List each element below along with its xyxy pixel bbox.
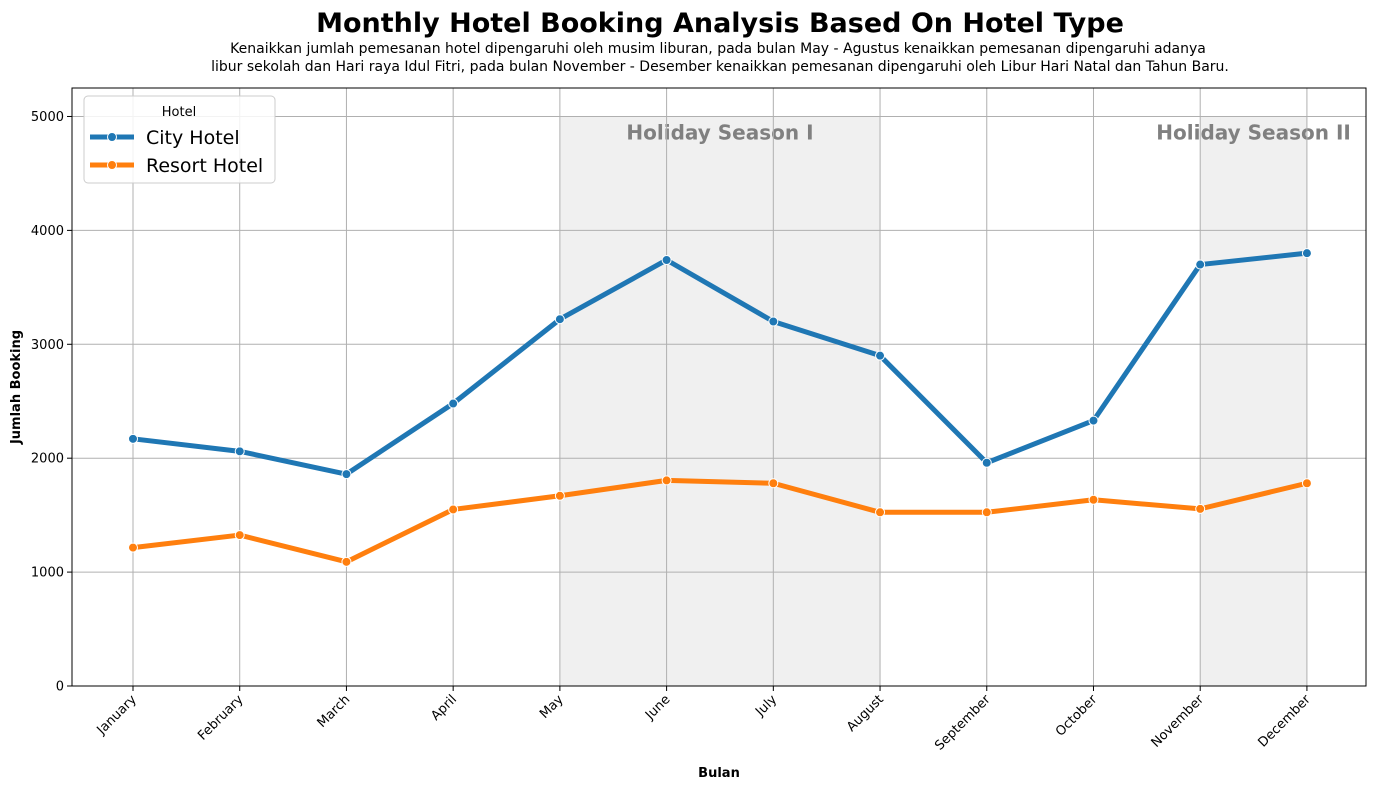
x-tick-label-january: January — [94, 692, 140, 738]
point-resort-hotel-may — [554, 490, 565, 501]
point-city-hotel-june — [661, 254, 672, 265]
chart-subtitle-line-1: Kenaikkan jumlah pemesanan hotel dipenga… — [230, 41, 1206, 57]
legend-marker-city-hotel — [107, 132, 117, 142]
y-axis-ticks: 0 1000 2000 3000 4000 5000 — [31, 110, 72, 695]
x-tick-label-december: December — [1255, 692, 1314, 751]
point-city-hotel-july — [768, 316, 779, 327]
y-tick-label-3000: 3000 — [31, 338, 64, 353]
point-resort-hotel-july — [768, 478, 779, 489]
x-tick-label-july: July — [752, 692, 780, 720]
point-city-hotel-august — [875, 350, 886, 361]
point-resort-hotel-april — [448, 504, 459, 515]
x-axis-label: Bulan — [698, 766, 740, 781]
point-resort-hotel-march — [341, 556, 352, 567]
chart-title: Monthly Hotel Booking Analysis Based On … — [316, 8, 1124, 39]
point-city-hotel-november — [1195, 259, 1206, 270]
point-city-hotel-october — [1088, 415, 1099, 426]
point-city-hotel-september — [981, 457, 992, 468]
point-resort-hotel-june — [661, 475, 672, 486]
legend-marker-resort-hotel — [107, 160, 117, 170]
legend-title: Hotel — [162, 105, 196, 120]
point-resort-hotel-august — [875, 507, 886, 518]
x-tick-label-march: March — [315, 692, 354, 731]
legend-label-resort-hotel: Resort Hotel — [146, 155, 263, 177]
holiday-season-band-2 — [1200, 116, 1307, 686]
legend-box — [83, 95, 276, 184]
grid-lines — [72, 88, 1366, 687]
point-city-hotel-april — [448, 398, 459, 409]
point-city-hotel-march — [341, 469, 352, 480]
x-tick-label-june: June — [642, 692, 673, 723]
y-axis-label: Jumlah Booking — [9, 330, 24, 445]
legend: Hotel City Hotel Resort Hotel — [83, 95, 276, 184]
holiday-season-band-1 — [559, 116, 881, 686]
y-tick-label-1000: 1000 — [31, 566, 64, 581]
x-tick-label-may: May — [537, 692, 567, 722]
x-tick-label-april: April — [428, 692, 460, 724]
plot-area-frame — [71, 87, 1367, 687]
point-city-hotel-december — [1301, 248, 1312, 259]
point-resort-hotel-january — [128, 542, 138, 553]
y-tick-label-5000: 5000 — [31, 110, 64, 125]
y-tick-label-0: 0 — [56, 680, 64, 695]
point-city-hotel-may — [554, 314, 565, 325]
point-city-hotel-february — [234, 446, 245, 457]
y-tick-label-2000: 2000 — [31, 452, 64, 467]
series-line-resort-hotel — [130, 477, 1310, 565]
point-resort-hotel-february — [234, 530, 245, 541]
series-line-city-hotel — [130, 250, 1310, 477]
x-tick-label-september: September — [932, 692, 994, 754]
series-lines — [128, 248, 1312, 567]
x-axis-ticks: January February March April May June July Augu… — [94, 686, 1314, 754]
point-resort-hotel-november — [1195, 503, 1206, 514]
point-resort-hotel-september — [981, 507, 992, 518]
legend-label-city-hotel: City Hotel — [146, 127, 240, 149]
point-city-hotel-january — [128, 433, 138, 444]
x-tick-label-october: October — [1053, 692, 1101, 740]
holiday-season-bands: Holiday Season I Holiday Season II — [559, 116, 1351, 686]
chart-subtitle-line-2: libur sekolah dan Hari raya Idul Fitri, … — [211, 59, 1229, 75]
y-tick-label-4000: 4000 — [31, 224, 64, 239]
x-tick-label-february: February — [195, 692, 247, 744]
point-resort-hotel-october — [1088, 494, 1099, 505]
x-tick-label-november: November — [1149, 692, 1208, 751]
holiday-season-label-2: Holiday Season II — [1156, 120, 1351, 144]
point-resort-hotel-december — [1301, 478, 1312, 489]
holiday-season-label-1: Holiday Season I — [626, 120, 813, 144]
x-tick-label-august: August — [844, 692, 887, 735]
